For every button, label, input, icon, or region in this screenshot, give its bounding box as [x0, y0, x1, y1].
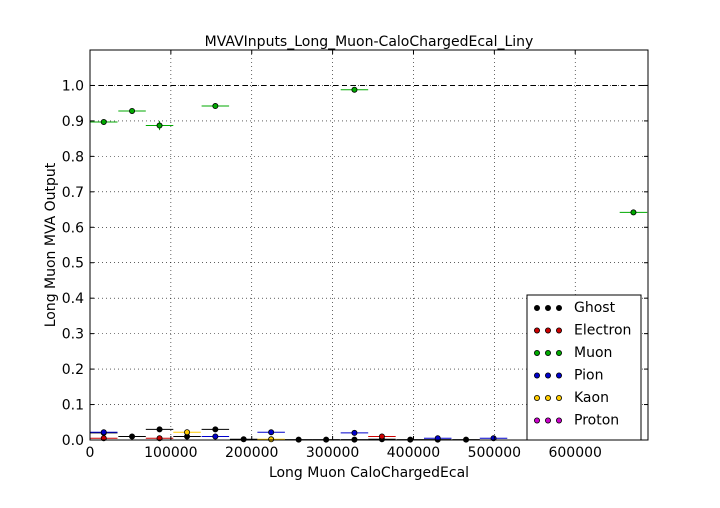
- muon-point: [212, 103, 219, 110]
- legend-marker-pion: [556, 372, 563, 379]
- legend-marker-ghost: [545, 304, 552, 311]
- y-tick-label: 0.2: [62, 362, 84, 378]
- legend: Ghost Electron Muon Pion Kaon Proton: [526, 294, 642, 441]
- grid-layer: [90, 50, 648, 440]
- legend-marker-kaon: [534, 394, 541, 401]
- x-tick-label: 400000: [387, 445, 440, 461]
- legend-marker-ghost: [556, 304, 563, 311]
- muon-point: [351, 86, 358, 93]
- legend-marker-muon: [556, 349, 563, 356]
- y-tick-label: 0.0: [62, 433, 84, 449]
- y-tick-label: 0.7: [62, 185, 84, 201]
- electron-point: [378, 433, 385, 440]
- legend-marker-muon: [534, 349, 541, 356]
- kaon-point: [184, 429, 191, 436]
- pion-point: [212, 433, 219, 440]
- legend-marker-kaon: [545, 394, 552, 401]
- legend-marker-ghost: [534, 304, 541, 311]
- legend-marker-proton: [534, 417, 541, 424]
- legend-marker-muon: [545, 349, 552, 356]
- legend-box: [526, 294, 642, 441]
- x-tick-label: 300000: [306, 445, 359, 461]
- x-tick-label: 500000: [468, 445, 521, 461]
- ghost-point: [240, 436, 247, 443]
- legend-label-ghost: Ghost: [574, 300, 616, 316]
- y-tick-label: 0.5: [62, 256, 84, 272]
- legend-marker-electron: [545, 327, 552, 334]
- kaon-point: [268, 436, 275, 443]
- muon-point: [100, 118, 107, 125]
- x-axis-label: Long Muon CaloChargedEcal: [269, 465, 469, 481]
- ghost-point: [156, 426, 163, 433]
- y-tick-label: 0.3: [62, 327, 84, 343]
- x-tick-label: 0: [86, 445, 95, 461]
- plot-frame: [89, 49, 649, 441]
- ghost-point: [212, 426, 219, 433]
- ghost-point: [129, 433, 136, 440]
- y-tick-label: 0.6: [62, 220, 84, 236]
- legend-label-electron: Electron: [574, 323, 631, 339]
- legend-marker-electron: [556, 327, 563, 334]
- legend-label-kaon: Kaon: [574, 390, 609, 406]
- x-tick-label: 200000: [225, 445, 278, 461]
- y-tick-label: 0.9: [62, 114, 84, 130]
- tick-layer: 0 100000 200000 300000 400000 500000 600000 0.0…: [62, 50, 648, 461]
- muon-point: [129, 107, 136, 114]
- muon-point: [156, 122, 163, 129]
- chart-title: MVAVInputs_Long_Muon-CaloChargedEcal_Lin…: [205, 34, 534, 50]
- legend-marker-kaon: [556, 394, 563, 401]
- x-tick-label: 100000: [144, 445, 197, 461]
- legend-label-muon: Muon: [574, 345, 612, 361]
- pion-point: [351, 429, 358, 436]
- y-tick-label: 0.4: [62, 291, 84, 307]
- y-tick-label: 1.0: [62, 78, 84, 94]
- muon-point: [630, 209, 637, 216]
- y-axis-label: Long Muon MVA Output: [43, 162, 59, 327]
- legend-label-proton: Proton: [574, 413, 619, 429]
- legend-label-pion: Pion: [574, 368, 603, 384]
- y-tick-label: 0.1: [62, 398, 84, 414]
- pion-point: [268, 429, 275, 436]
- legend-marker-electron: [534, 327, 541, 334]
- legend-marker-proton: [556, 417, 563, 424]
- x-tick-label: 600000: [548, 445, 601, 461]
- legend-marker-pion: [545, 372, 552, 379]
- y-tick-label: 0.8: [62, 149, 84, 165]
- legend-marker-pion: [534, 372, 541, 379]
- legend-marker-proton: [545, 417, 552, 424]
- pion-point: [100, 429, 107, 436]
